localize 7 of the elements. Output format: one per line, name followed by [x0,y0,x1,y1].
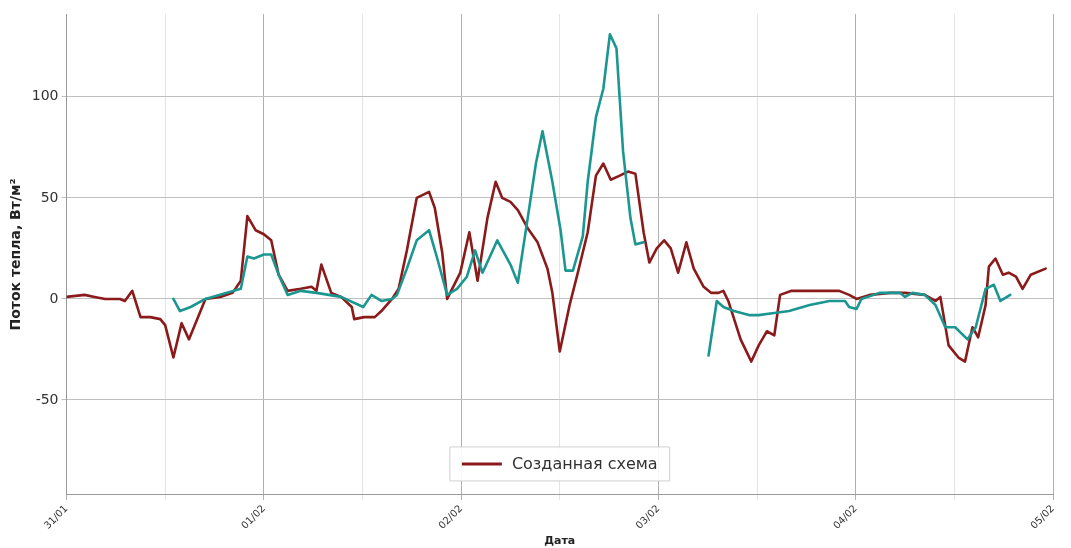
y-axis-title: Поток тепла, Вт/м² [7,178,24,331]
legend-label: Созданная схема [511,454,658,474]
y-tick-label: 50 [40,188,59,205]
y-tick-label: 100 [31,87,59,104]
y-tick-label: -50 [35,390,59,407]
y-tick-label: 0 [49,289,59,306]
x-axis-title: Дата [544,534,576,548]
